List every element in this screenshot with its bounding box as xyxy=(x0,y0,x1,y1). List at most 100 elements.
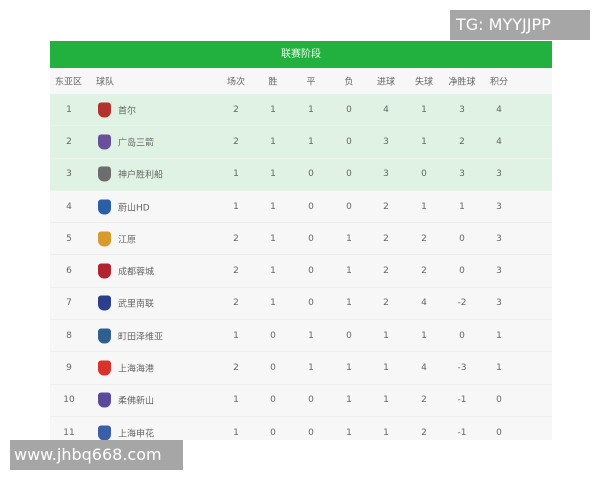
col-lost: 负 xyxy=(344,77,354,88)
stat-ga: 2 xyxy=(421,266,427,277)
stat-gd: 0 xyxy=(459,330,465,341)
team-logo-icon xyxy=(98,102,111,118)
stat-pts: 3 xyxy=(496,169,502,180)
stat-ga: 1 xyxy=(421,136,427,147)
stat-w: 0 xyxy=(270,363,276,374)
stat-gf: 2 xyxy=(383,298,389,309)
stat-d: 0 xyxy=(308,298,314,309)
stat-d: 1 xyxy=(308,363,314,374)
stat-pts: 3 xyxy=(496,266,502,277)
team-name: 町田泽维亚 xyxy=(118,332,164,343)
table-row: 3 神户胜利船 1 1 0 0 3 0 3 3 xyxy=(50,158,552,191)
table-row: 11 上海申花 1 0 0 1 1 2 -1 0 xyxy=(50,417,552,440)
stat-p: 2 xyxy=(233,233,239,244)
team-logo-icon xyxy=(98,199,111,215)
stat-l: 1 xyxy=(346,427,352,438)
stat-w: 1 xyxy=(270,104,276,115)
stat-d: 0 xyxy=(308,233,314,244)
team-name: 上海申花 xyxy=(118,429,155,440)
stat-l: 0 xyxy=(346,104,352,115)
stat-p: 2 xyxy=(233,266,239,277)
rank: 7 xyxy=(66,298,72,309)
stat-w: 1 xyxy=(270,136,276,147)
stat-p: 1 xyxy=(233,201,239,212)
stat-gf: 1 xyxy=(383,330,389,341)
stat-d: 0 xyxy=(308,169,314,180)
rank: 1 xyxy=(66,104,72,115)
stat-w: 0 xyxy=(270,330,276,341)
stat-l: 0 xyxy=(346,136,352,147)
rank: 3 xyxy=(66,169,72,180)
stat-gf: 2 xyxy=(383,201,389,212)
team-name: 武里南联 xyxy=(118,299,155,310)
stat-p: 1 xyxy=(233,395,239,406)
stat-gd: 2 xyxy=(459,136,465,147)
stat-pts: 3 xyxy=(496,201,502,212)
stat-gf: 3 xyxy=(383,169,389,180)
stat-gd: 0 xyxy=(459,233,465,244)
team-name: 成都蓉城 xyxy=(118,267,155,278)
stat-l: 0 xyxy=(346,201,352,212)
col-goals-for: 进球 xyxy=(376,77,396,88)
stat-p: 1 xyxy=(233,427,239,438)
stat-d: 1 xyxy=(308,136,314,147)
standings-table: 联赛阶段 东亚区 球队 场次 胜 平 负 进球 失球 净胜球 积分 1 首尔 2 1 1… xyxy=(50,41,552,440)
table-row: 4 蔚山HD 1 1 0 0 2 1 1 3 xyxy=(50,191,552,224)
stat-gf: 1 xyxy=(383,427,389,438)
stat-w: 1 xyxy=(270,233,276,244)
stat-ga: 1 xyxy=(421,104,427,115)
stat-w: 0 xyxy=(270,427,276,438)
table-row: 10 柔佛新山 1 0 0 1 1 2 -1 0 xyxy=(50,385,552,417)
stat-pts: 0 xyxy=(496,427,502,438)
stat-p: 1 xyxy=(233,169,239,180)
watermark-top: TG: MYYJJPP xyxy=(450,10,590,40)
stat-pts: 1 xyxy=(496,330,502,341)
stat-ga: 4 xyxy=(421,298,427,309)
rank: 10 xyxy=(63,395,75,406)
col-played: 场次 xyxy=(226,77,246,88)
stat-l: 1 xyxy=(346,363,352,374)
stat-pts: 4 xyxy=(496,136,502,147)
stat-w: 0 xyxy=(270,395,276,406)
stat-l: 1 xyxy=(346,298,352,309)
team-logo-icon xyxy=(98,328,111,344)
team-name: 柔佛新山 xyxy=(118,396,155,407)
stat-ga: 2 xyxy=(421,233,427,244)
stat-gd: -3 xyxy=(457,363,467,374)
col-won: 胜 xyxy=(268,77,278,88)
stat-l: 1 xyxy=(346,395,352,406)
stat-pts: 0 xyxy=(496,395,502,406)
stat-l: 0 xyxy=(346,330,352,341)
table-row: 2 广岛三箭 2 1 1 0 3 1 2 4 xyxy=(50,126,552,159)
table-row: 5 江原 2 1 0 1 2 2 0 3 xyxy=(50,223,552,256)
rank: 4 xyxy=(66,201,72,212)
stat-w: 1 xyxy=(270,201,276,212)
team-logo-icon xyxy=(98,231,111,247)
rank: 6 xyxy=(66,266,72,277)
stat-d: 1 xyxy=(308,330,314,341)
team-name: 上海海港 xyxy=(118,364,155,375)
column-header-row: 东亚区 球队 场次 胜 平 负 进球 失球 净胜球 积分 xyxy=(50,68,552,94)
rank: 5 xyxy=(66,233,72,244)
team-name: 神户胜利船 xyxy=(118,170,164,181)
stat-gf: 4 xyxy=(383,104,389,115)
stat-p: 2 xyxy=(233,136,239,147)
stat-d: 0 xyxy=(308,266,314,277)
team-name: 蔚山HD xyxy=(118,203,150,214)
stat-p: 1 xyxy=(233,330,239,341)
stat-pts: 3 xyxy=(496,298,502,309)
col-rank: 东亚区 xyxy=(55,77,83,88)
stat-l: 1 xyxy=(346,233,352,244)
stat-gf: 2 xyxy=(383,233,389,244)
stat-gd: -1 xyxy=(457,427,467,438)
stat-pts: 3 xyxy=(496,233,502,244)
team-logo-icon xyxy=(98,295,111,311)
table-title: 联赛阶段 xyxy=(50,41,552,68)
stat-pts: 1 xyxy=(496,363,502,374)
stat-w: 1 xyxy=(270,266,276,277)
stat-ga: 1 xyxy=(421,201,427,212)
stat-p: 2 xyxy=(233,298,239,309)
stat-ga: 4 xyxy=(421,363,427,374)
stat-d: 0 xyxy=(308,201,314,212)
stat-gd: 3 xyxy=(459,169,465,180)
